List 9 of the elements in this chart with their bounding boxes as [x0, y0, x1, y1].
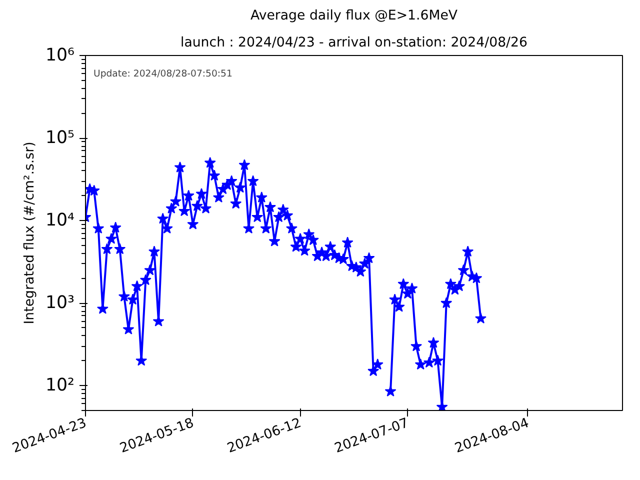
y-tick-label: 10⁵ [46, 128, 75, 148]
y-tick-label: 10² [46, 376, 75, 396]
y-axis-title: Integrated flux (#/cm².s.sr) [22, 142, 38, 324]
annotation: Update: 2024/08/28-07:50:51 [94, 68, 232, 80]
chart-subtitle: launch : 2024/04/23 - arrival on-station: 2024/08/26 [180, 36, 528, 50]
y-tick-label: 10⁶ [46, 46, 75, 66]
y-tick-label: 10⁴ [46, 210, 75, 231]
chart-title: Average daily flux @E>1.6MeV [250, 8, 458, 24]
y-tick-label: 10³ [46, 293, 75, 314]
